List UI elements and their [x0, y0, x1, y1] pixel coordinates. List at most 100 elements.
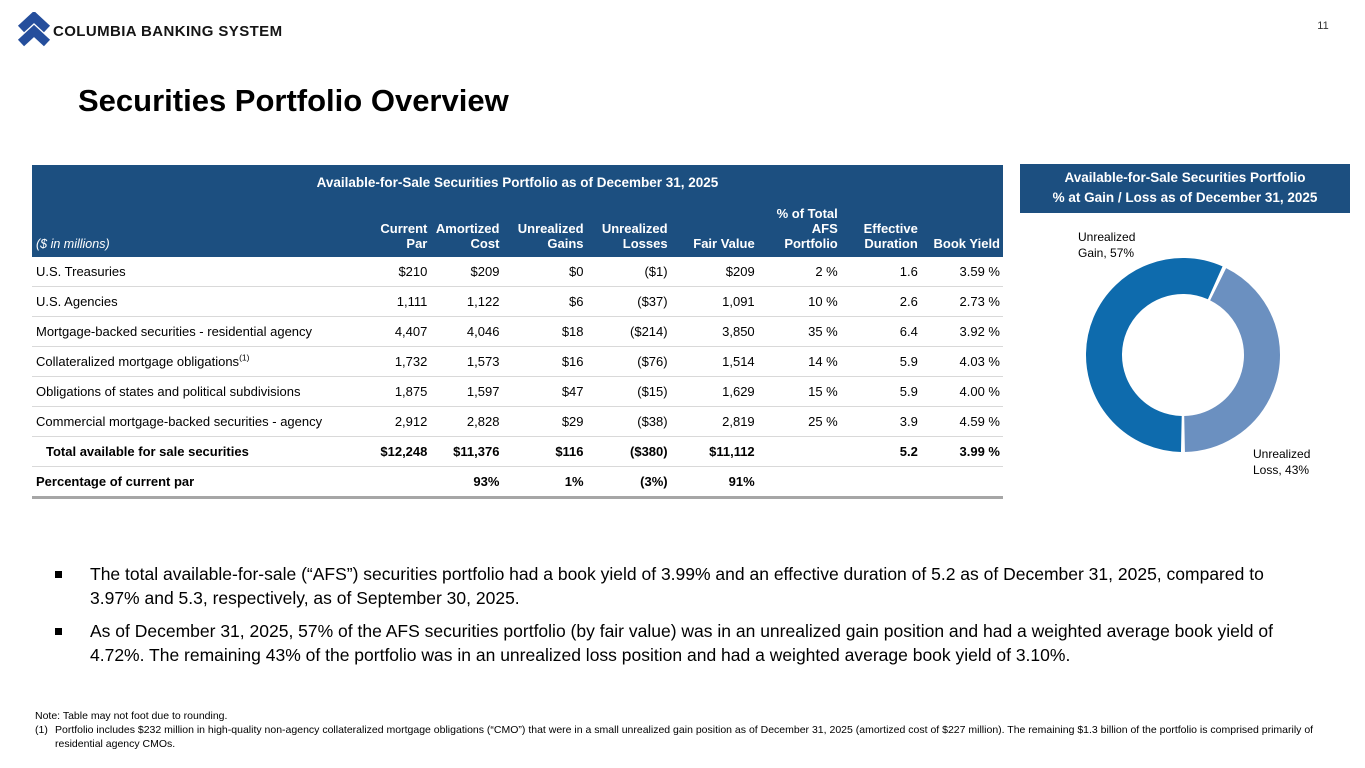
loss-label-line1: Unrealized — [1253, 447, 1311, 461]
column-header-line: Book Yield — [933, 236, 1000, 252]
table-cell: 5.9 — [840, 346, 921, 378]
table-cell: 3.99 % — [920, 436, 1003, 468]
table-cell: 2,912 — [352, 406, 431, 438]
bullet-square-icon — [55, 571, 62, 578]
table-cell: ($38) — [586, 406, 671, 438]
column-header-line: AFS — [811, 221, 838, 237]
footnote-text: Portfolio includes $232 million in high-… — [55, 724, 1314, 750]
table-cell: 3.92 % — [920, 316, 1003, 348]
row-label: Mortgage-backed securities - residential… — [32, 316, 353, 348]
table-cell: ($37) — [586, 286, 671, 318]
table-cell: 91% — [670, 466, 758, 500]
brand-name: COLUMBIA BANKING SYSTEM — [53, 23, 283, 40]
table-cell: $6 — [502, 286, 587, 318]
table-row: Percentage of current par 93% 1% (3%) 91% — [32, 466, 1003, 500]
table-cell: 1% — [502, 466, 587, 500]
table-cell: 3.9 — [840, 406, 921, 438]
table-cell: 2 % — [757, 257, 841, 288]
bullet-text: As of December 31, 2025, 57% of the AFS … — [90, 621, 1273, 665]
table-row: U.S. Treasuries $210 $209 $0 ($1) $209 2 % 1.6 3… — [32, 257, 1003, 288]
column-header: Current Par — [352, 206, 431, 258]
column-header: Book Yield — [920, 206, 1003, 258]
table-cell: (3%) — [586, 466, 671, 500]
row-label: Commercial mortgage-backed securities - … — [32, 406, 353, 438]
table-cell: 1,514 — [670, 346, 758, 378]
table-cell: 4.00 % — [920, 376, 1003, 408]
footnote-note: Note: Table may not foot due to rounding… — [35, 710, 228, 722]
table-cell: 1,875 — [352, 376, 431, 408]
columbia-chevron-logo-icon — [17, 12, 51, 47]
column-header: Effective Duration — [840, 206, 921, 258]
footnote-ref-marker: (1) — [239, 352, 250, 363]
chart-panel-title: Available-for-Sale Securities Portfolio … — [1020, 164, 1350, 213]
table-cell: $47 — [502, 376, 587, 408]
table-cell: 25 % — [757, 406, 841, 438]
gain-label-line2: Gain, 57% — [1078, 245, 1135, 260]
table-row: Collateralized mortgage obligations(1) 1,… — [32, 346, 1003, 378]
table-cell: 4,046 — [430, 316, 503, 348]
afs-table-section: Available-for-Sale Securities Portfolio … — [32, 165, 1003, 500]
table-cell: $29 — [502, 406, 587, 438]
afs-table: Available-for-Sale Securities Portfolio … — [32, 165, 1003, 500]
footnotes: Note: Table may not foot due to rounding… — [35, 709, 1327, 751]
table-cell: ($380) — [586, 436, 671, 468]
table-cell: 14 % — [757, 346, 841, 378]
table-cell — [840, 466, 921, 500]
table-cell — [757, 436, 841, 468]
table-cell: 1,597 — [430, 376, 503, 408]
column-header-line: Current — [380, 221, 428, 237]
table-cell: ($15) — [586, 376, 671, 408]
row-label: Total available for sale securities — [32, 436, 353, 468]
bullet-square-icon — [55, 628, 62, 635]
page-title: Securities Portfolio Overview — [78, 83, 509, 118]
column-header-line: Cost — [470, 236, 500, 252]
column-header: % of Total AFS Portfolio — [757, 206, 841, 258]
column-header-line: Unrealized — [601, 221, 668, 237]
table-cell: $11,376 — [430, 436, 503, 468]
footnote-marker: (1) — [35, 724, 48, 736]
table-cell: $210 — [352, 257, 431, 288]
column-header-line: Losses — [622, 236, 668, 252]
column-header: Amortized Cost — [430, 206, 503, 258]
table-cell: 2,819 — [670, 406, 758, 438]
table-row: Obligations of states and political subd… — [32, 376, 1003, 408]
table-cell: 4.59 % — [920, 406, 1003, 438]
column-header-line: Amortized — [435, 221, 500, 237]
table-cell: $11,112 — [670, 436, 758, 468]
column-header-line: Duration — [864, 236, 918, 252]
table-cell: 6.4 — [840, 316, 921, 348]
loss-label-line2: Loss, 43% — [1253, 462, 1310, 477]
bullet-list: The total available-for-sale (“AFS”) sec… — [55, 562, 1310, 676]
table-cell: $209 — [430, 257, 503, 288]
column-header: Unrealized Losses — [586, 206, 671, 258]
donut-chart — [1086, 258, 1280, 452]
column-header-line: Unrealized — [517, 221, 584, 237]
table-cell: 5.9 — [840, 376, 921, 408]
table-cell: $12,248 — [352, 436, 431, 468]
row-label: U.S. Agencies — [32, 286, 353, 318]
table-row: Commercial mortgage-backed securities - … — [32, 406, 1003, 438]
column-header-line: Par — [406, 236, 428, 252]
column-header-line: Gains — [547, 236, 584, 252]
table-cell: $116 — [502, 436, 587, 468]
table-row: U.S. Agencies 1,111 1,122 $6 ($37) 1,091 10 % 2… — [32, 286, 1003, 318]
chart-title-line2: % at Gain / Loss as of December 31, 2025 — [1052, 190, 1318, 205]
row-label: Obligations of states and political subd… — [32, 376, 353, 408]
row-label: Percentage of current par — [32, 466, 353, 500]
table-cell: 35 % — [757, 316, 841, 348]
table-row: Mortgage-backed securities - residential… — [32, 316, 1003, 348]
row-label: Collateralized mortgage obligations(1) — [32, 346, 353, 378]
table-cell — [920, 466, 1003, 500]
table-cell: 4,407 — [352, 316, 431, 348]
chart-panel: Available-for-Sale Securities Portfolio … — [1020, 164, 1365, 509]
table-cell: 1.6 — [840, 257, 921, 288]
table-title: Available-for-Sale Securities Portfolio … — [32, 165, 1003, 206]
column-header-line: Effective — [863, 221, 918, 237]
table-cell: 3,850 — [670, 316, 758, 348]
table-cell: $0 — [502, 257, 587, 288]
table-cell: 1,091 — [670, 286, 758, 318]
column-header-line: % of Total — [776, 206, 838, 221]
donut-slice-unrealized-loss — [1086, 258, 1280, 452]
table-cell: $18 — [502, 316, 587, 348]
